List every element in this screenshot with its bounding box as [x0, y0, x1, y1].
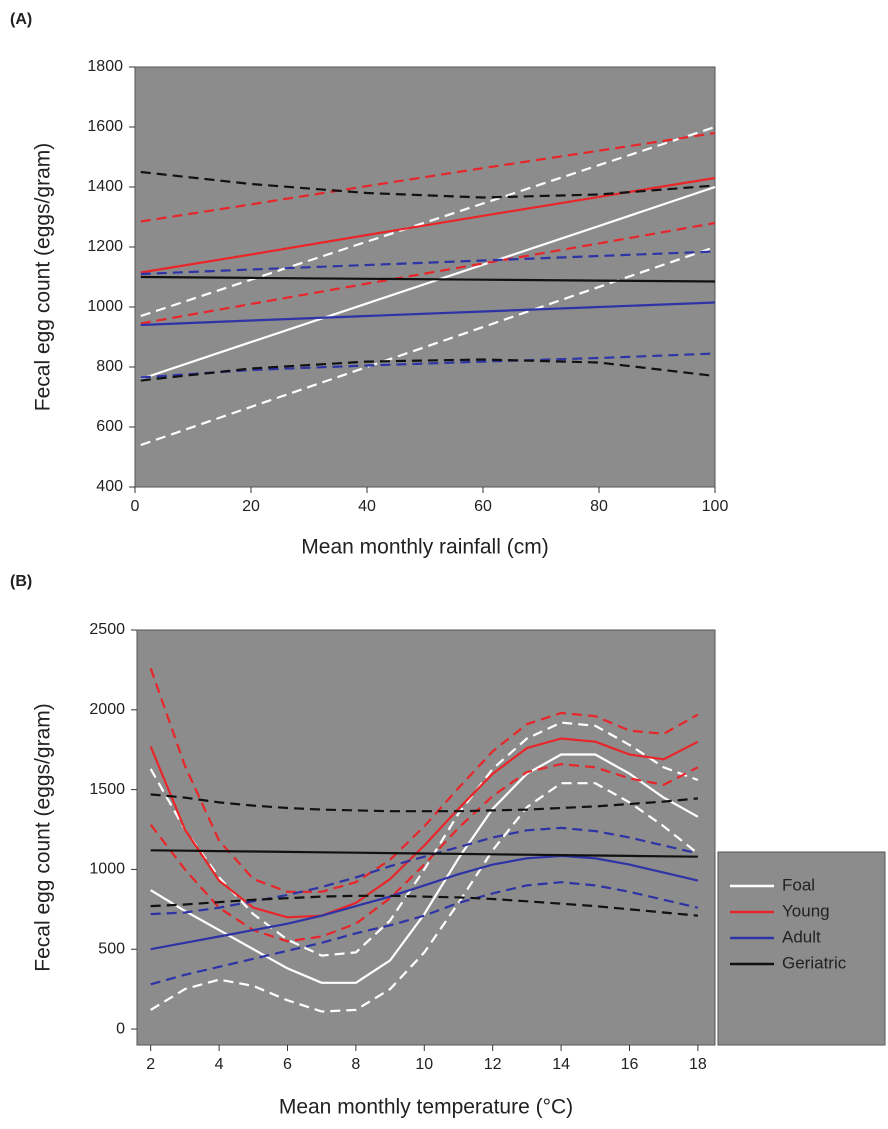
x-tick-label: 100 [702, 498, 729, 515]
y-tick-label: 2500 [89, 621, 125, 638]
x-tick-label: 20 [242, 498, 260, 515]
legend: Foal Young Adult Geriatric [717, 851, 886, 1046]
y-tick-label: 1600 [87, 118, 123, 135]
x-tick-label: 8 [351, 1056, 360, 1073]
x-tick-label: 18 [689, 1056, 707, 1073]
confidence-line [150, 826, 699, 916]
confidence-line [149, 763, 699, 943]
y-tick-label: 800 [96, 358, 123, 375]
panel-label: (A) [10, 11, 32, 28]
y-tick-label: 1400 [87, 178, 123, 195]
y-tick-label: 500 [98, 940, 125, 957]
confidence-line [150, 793, 699, 813]
x-tick-label: 16 [621, 1056, 639, 1073]
legend-label: Foal [782, 875, 815, 894]
y-tick-label: 2000 [89, 701, 125, 718]
x-tick-label: 80 [590, 498, 608, 515]
x-tick-label: 60 [474, 498, 492, 515]
confidence-line [150, 881, 699, 986]
x-tick-label: 2 [146, 1056, 155, 1073]
x-tick-label: 4 [215, 1056, 224, 1073]
fit-line [150, 753, 699, 984]
x-tick-label: 10 [415, 1056, 433, 1073]
y-tick-label: 0 [116, 1020, 125, 1037]
fit-line [140, 275, 716, 283]
x-tick-label: 40 [358, 498, 376, 515]
confidence-line [140, 125, 716, 318]
confidence-line [149, 667, 699, 893]
y-tick-label: 1800 [87, 58, 123, 75]
y-axis-title: Fecal egg count (eggs/gram) [32, 703, 55, 971]
confidence-line [140, 221, 716, 325]
fit-line [140, 301, 716, 327]
x-tick-label: 14 [552, 1056, 570, 1073]
y-tick-label: 1000 [89, 861, 125, 878]
legend-label: Adult [782, 927, 821, 946]
y-tick-label: 400 [96, 478, 123, 495]
legend-label: Geriatric [782, 953, 847, 972]
legend-label: Young [782, 901, 830, 920]
y-tick-label: 1500 [89, 781, 125, 798]
panel-label: (B) [10, 573, 32, 590]
x-tick-label: 6 [283, 1056, 292, 1073]
y-tick-label: 1200 [87, 238, 123, 255]
y-tick-label: 600 [96, 418, 123, 435]
x-axis-title: Mean monthly rainfall (cm) [301, 536, 548, 559]
plot-area [136, 629, 716, 1046]
confidence-line [150, 894, 699, 917]
confidence-line [140, 131, 716, 223]
x-tick-label: 0 [131, 498, 140, 515]
x-axis-title: Mean monthly temperature (°C) [279, 1096, 573, 1119]
fit-line [140, 176, 716, 274]
fit-line [150, 854, 699, 951]
fit-line [149, 737, 699, 919]
x-tick-label: 12 [484, 1056, 502, 1073]
y-axis-title: Fecal egg count (eggs/gram) [32, 143, 55, 411]
fit-line [150, 849, 698, 858]
confidence-line [149, 721, 699, 957]
y-tick-label: 1000 [87, 298, 123, 315]
legend-box [717, 851, 886, 1046]
confidence-line [150, 782, 699, 1013]
fit-line [140, 185, 716, 381]
